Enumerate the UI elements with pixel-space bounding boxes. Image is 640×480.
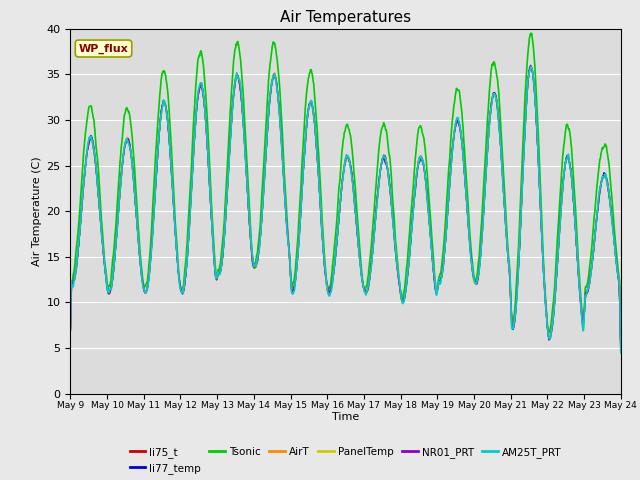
Text: WP_flux: WP_flux: [79, 43, 129, 54]
Title: Air Temperatures: Air Temperatures: [280, 10, 411, 25]
Legend: li75_t, li77_temp, Tsonic, AirT, PanelTemp, NR01_PRT, AM25T_PRT: li75_t, li77_temp, Tsonic, AirT, PanelTe…: [125, 443, 566, 478]
Y-axis label: Air Temperature (C): Air Temperature (C): [33, 156, 42, 266]
X-axis label: Time: Time: [332, 412, 359, 421]
